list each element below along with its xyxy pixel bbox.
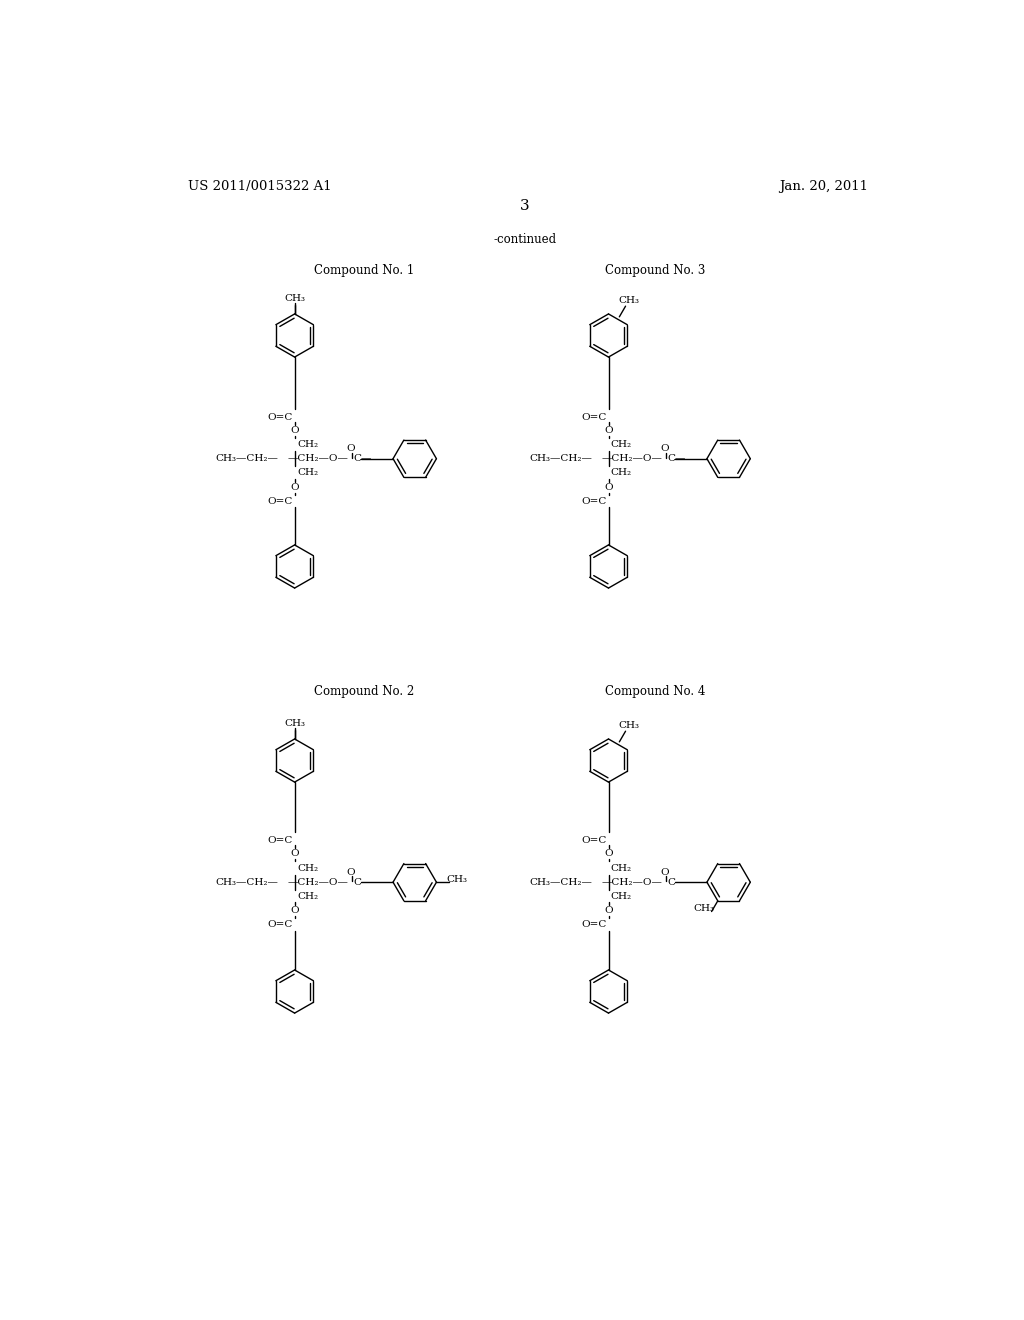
Text: CH₃: CH₃: [618, 721, 639, 730]
Text: CH₃—CH₂—: CH₃—CH₂—: [215, 878, 278, 887]
Text: CH₂: CH₂: [611, 441, 632, 449]
Text: O=C: O=C: [267, 496, 293, 506]
Text: O: O: [291, 483, 299, 491]
Text: CH₂: CH₂: [297, 863, 318, 873]
Text: CH₃: CH₃: [693, 904, 715, 913]
Text: O=C: O=C: [267, 836, 293, 845]
Text: O: O: [604, 907, 612, 915]
Text: CH₂: CH₂: [297, 469, 318, 477]
Text: O: O: [660, 867, 669, 876]
Text: O=C: O=C: [582, 836, 607, 845]
Text: O=C: O=C: [582, 413, 607, 421]
Text: C—: C—: [353, 454, 372, 463]
Text: Compound No. 2: Compound No. 2: [314, 685, 415, 698]
Text: Jan. 20, 2011: Jan. 20, 2011: [779, 181, 868, 194]
Text: O: O: [346, 867, 354, 876]
Text: C—: C—: [668, 454, 686, 463]
Text: CH₃—CH₂—: CH₃—CH₂—: [215, 454, 278, 463]
Text: CH₂: CH₂: [297, 441, 318, 449]
Text: CH₂: CH₂: [297, 891, 318, 900]
Text: O=C: O=C: [267, 413, 293, 421]
Text: CH₃: CH₃: [446, 875, 467, 883]
Text: O=C: O=C: [582, 496, 607, 506]
Text: CH₃: CH₃: [618, 296, 639, 305]
Text: CH₃: CH₃: [284, 294, 305, 304]
Text: —CH₂—O—: —CH₂—O—: [288, 878, 348, 887]
Text: —CH₂—O—: —CH₂—O—: [601, 878, 663, 887]
Text: O: O: [291, 426, 299, 434]
Text: Compound No. 1: Compound No. 1: [314, 264, 415, 277]
Text: O: O: [604, 483, 612, 491]
Text: O=C: O=C: [582, 920, 607, 929]
Text: O: O: [346, 445, 354, 453]
Text: Compound No. 4: Compound No. 4: [605, 685, 706, 698]
Text: CH₃—CH₂—: CH₃—CH₂—: [529, 454, 592, 463]
Text: O: O: [604, 849, 612, 858]
Text: C—: C—: [668, 878, 686, 887]
Text: US 2011/0015322 A1: US 2011/0015322 A1: [188, 181, 332, 194]
Text: -continued: -continued: [494, 232, 556, 246]
Text: O=C: O=C: [267, 920, 293, 929]
Text: —CH₂—O—: —CH₂—O—: [288, 454, 348, 463]
Text: O: O: [660, 445, 669, 453]
Text: C—: C—: [353, 878, 372, 887]
Text: O: O: [291, 907, 299, 915]
Text: 3: 3: [520, 199, 529, 213]
Text: CH₂: CH₂: [611, 863, 632, 873]
Text: CH₂: CH₂: [611, 891, 632, 900]
Text: CH₂: CH₂: [611, 469, 632, 477]
Text: CH₃: CH₃: [284, 719, 305, 729]
Text: O: O: [604, 426, 612, 434]
Text: O: O: [291, 849, 299, 858]
Text: Compound No. 3: Compound No. 3: [605, 264, 706, 277]
Text: CH₃—CH₂—: CH₃—CH₂—: [529, 878, 592, 887]
Text: —CH₂—O—: —CH₂—O—: [601, 454, 663, 463]
